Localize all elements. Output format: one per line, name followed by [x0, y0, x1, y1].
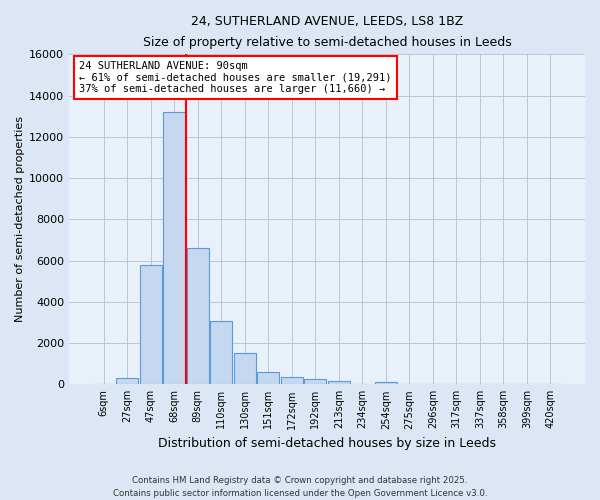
- Bar: [257, 372, 280, 384]
- Bar: [304, 378, 326, 384]
- Bar: [187, 248, 209, 384]
- Y-axis label: Number of semi-detached properties: Number of semi-detached properties: [15, 116, 25, 322]
- Title: 24, SUTHERLAND AVENUE, LEEDS, LS8 1BZ
Size of property relative to semi-detached: 24, SUTHERLAND AVENUE, LEEDS, LS8 1BZ Si…: [143, 15, 511, 49]
- Bar: [328, 381, 350, 384]
- Bar: [116, 378, 139, 384]
- Bar: [210, 322, 232, 384]
- Text: 24 SUTHERLAND AVENUE: 90sqm
← 61% of semi-detached houses are smaller (19,291)
3: 24 SUTHERLAND AVENUE: 90sqm ← 61% of sem…: [79, 61, 392, 94]
- Bar: [281, 377, 303, 384]
- Bar: [140, 264, 162, 384]
- Bar: [233, 354, 256, 384]
- Bar: [163, 112, 185, 384]
- Text: Contains HM Land Registry data © Crown copyright and database right 2025.
Contai: Contains HM Land Registry data © Crown c…: [113, 476, 487, 498]
- Bar: [374, 382, 397, 384]
- X-axis label: Distribution of semi-detached houses by size in Leeds: Distribution of semi-detached houses by …: [158, 437, 496, 450]
